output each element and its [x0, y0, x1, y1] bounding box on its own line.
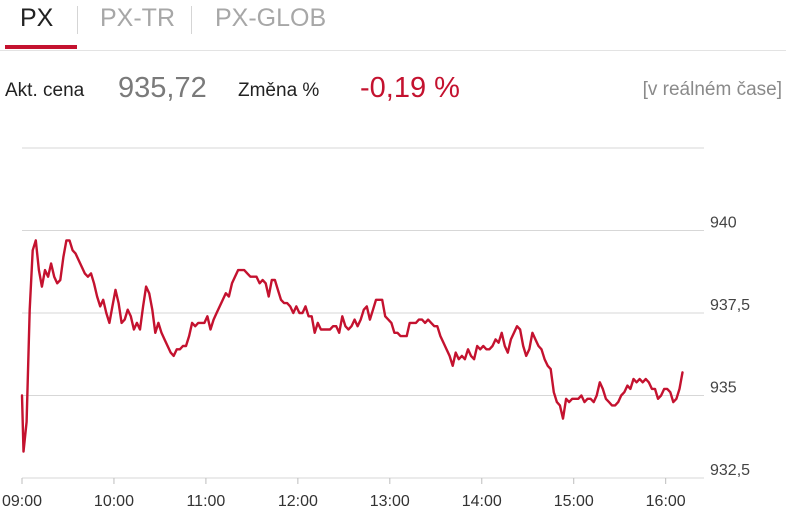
active-tab-indicator	[5, 45, 77, 49]
tab-divider	[191, 6, 192, 34]
x-tick-label: 16:00	[646, 493, 686, 510]
tab-divider	[77, 6, 78, 34]
tab-px-tr[interactable]: PX-TR	[100, 4, 175, 32]
quote-row: Akt. cena 935,72 Změna % -0,19 % [v reál…	[0, 70, 786, 110]
tab-px[interactable]: PX	[20, 4, 54, 32]
x-tick-label: 13:00	[370, 493, 410, 510]
y-tick-label: 932,5	[710, 462, 750, 479]
realtime-label: [v reálném čase]	[642, 79, 782, 100]
px-index-line	[20, 239, 684, 453]
x-tick-label: 14:00	[462, 493, 502, 510]
x-tick-label: 12:00	[278, 493, 318, 510]
current-price-value: 935,72	[118, 72, 207, 104]
x-tick-label: 11:00	[186, 493, 225, 510]
x-tick-label: 15:00	[554, 493, 594, 510]
index-tabs: PX PX-TR PX-GLOB	[0, 0, 786, 51]
current-price-label: Akt. cena	[5, 80, 85, 101]
tab-px-glob[interactable]: PX-GLOB	[215, 4, 327, 32]
y-tick-label: 937,5	[710, 297, 750, 314]
change-percent-value: -0,19 %	[360, 72, 460, 104]
x-tick-label: 09:00	[2, 493, 42, 510]
y-tick-label: 940	[710, 215, 737, 232]
change-percent-label: Změna %	[238, 80, 320, 101]
x-tick-label: 10:00	[94, 493, 134, 510]
y-tick-label: 935	[710, 380, 737, 397]
